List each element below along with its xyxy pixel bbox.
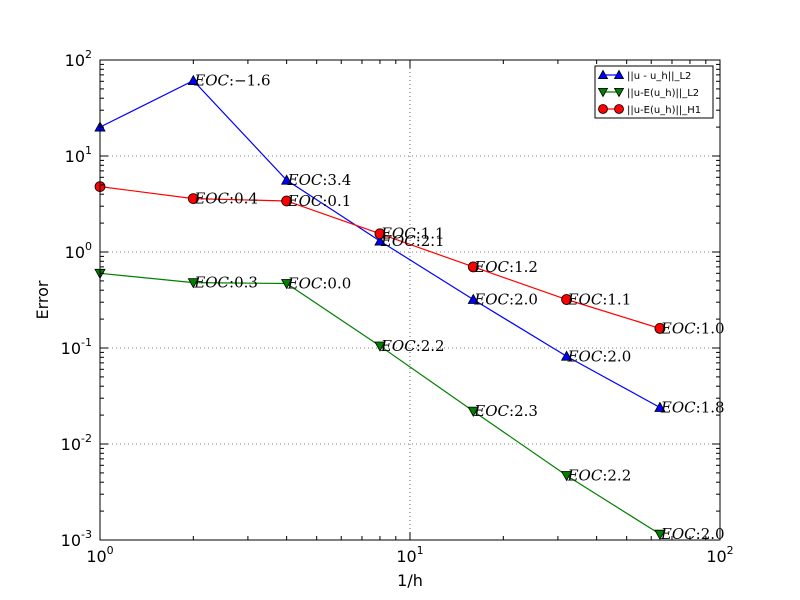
series-1-point (187, 278, 199, 289)
series-1-eoc-label: EOC:2.3 (473, 402, 538, 420)
series-0-point (560, 350, 573, 361)
series-0-eoc-label: EOC:2.0 (567, 347, 632, 365)
y-tick-label: 10-1 (61, 336, 92, 358)
series-2-eoc-label: EOC:0.4 (193, 190, 258, 208)
legend-marker-0 (613, 69, 625, 79)
series-2-eoc-label: EOC:1.2 (473, 258, 538, 276)
series-0 (94, 74, 666, 412)
series-1-eoc-label: EOC:2.0 (660, 525, 725, 543)
legend-marker-1 (597, 88, 609, 98)
legend-marker-2 (598, 104, 608, 114)
series-0-point (187, 74, 199, 86)
series-0-eoc-label: EOC:−1.6 (193, 72, 270, 90)
series-1-point (280, 279, 293, 290)
series-0-point (654, 401, 666, 412)
series-1-point (654, 529, 666, 540)
x-tick-label: 101 (396, 544, 423, 566)
series-0-point (467, 293, 479, 304)
legend-marker-0 (597, 69, 609, 79)
series-1-point (374, 341, 386, 352)
series-2-point (561, 294, 572, 305)
y-tick-label: 100 (65, 240, 92, 262)
series-2-eoc-label: EOC:1.1 (380, 225, 445, 243)
series-1-point (467, 406, 479, 417)
legend: ||u - u_h||_L2 ||u-E(u_h)||_L2 ||u-E(u_h)|… (594, 65, 714, 119)
legend-marker-2 (614, 104, 624, 114)
series-2-eoc-label: EOC:0.1 (287, 192, 352, 210)
series-1-eoc-label: EOC:0.0 (287, 274, 352, 292)
y-tick-label: 10-2 (61, 432, 92, 454)
series-2-point (467, 261, 479, 273)
series-0-point (374, 235, 386, 246)
series-2-point (374, 228, 386, 240)
legend-label-0: ||u - u_h||_L2 (627, 71, 691, 82)
series-2-eoc-label: EOC:1.1 (567, 291, 632, 309)
series-1-eoc-label: EOC:2.2 (567, 466, 632, 484)
series-0-eoc-label: EOC:1.8 (660, 398, 725, 416)
legend-marker-1 (613, 88, 625, 98)
ticks: 100 101 102 10-3 10-2 10-1 100 101 102 (61, 48, 734, 566)
series-2-point (187, 193, 199, 204)
y-tick-label: 101 (65, 144, 92, 166)
y-tick-label: 10-3 (61, 528, 92, 550)
series-1-eoc-label: EOC:2.2 (380, 337, 445, 355)
x-tick-label: 100 (86, 544, 113, 566)
series-0-point (280, 174, 293, 185)
series-1-eoc-label: EOC:0.3 (193, 274, 258, 292)
series-0-eoc-label: EOC:2.0 (473, 291, 538, 309)
series-1-point (560, 471, 573, 482)
y-tick-label: 102 (65, 48, 92, 70)
series-0-eoc-label: EOC:3.4 (287, 171, 352, 189)
series-2-point (654, 323, 666, 334)
annotations: EOC:−1.6 EOC:3.4 EOC:2.1 EOC:2.0 EOC:2.0 EOC:… (193, 72, 724, 544)
y-axis-title: Error (33, 280, 52, 319)
series-2-point (281, 195, 293, 207)
series-0-eoc-label: EOC:2.1 (380, 232, 445, 250)
series-2-eoc-label: EOC:1.0 (660, 319, 725, 337)
legend-label-1: ||u-E(u_h)||_L2 (627, 88, 699, 99)
x-tick-label: 102 (706, 544, 733, 566)
grid (100, 60, 720, 540)
x-axis-title: 1/h (397, 571, 423, 590)
legend-label-2: ||u-E(u_h)||_H1 (627, 105, 701, 116)
